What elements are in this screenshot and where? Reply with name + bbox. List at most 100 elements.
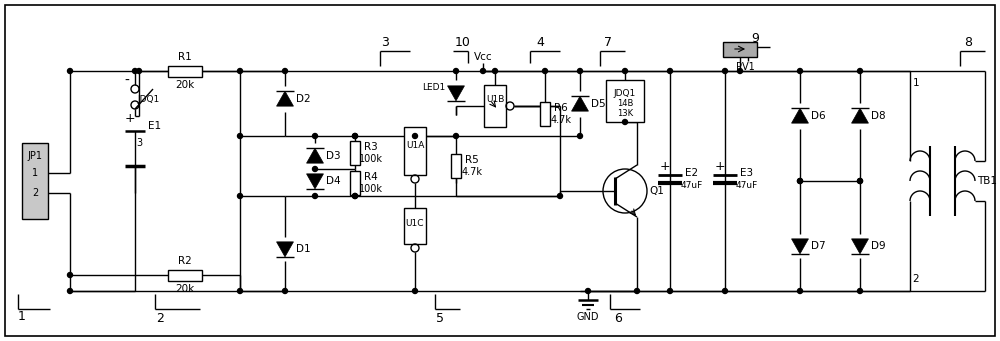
Circle shape xyxy=(858,69,862,74)
Text: R6: R6 xyxy=(554,103,568,113)
Circle shape xyxy=(238,193,242,198)
Bar xyxy=(168,269,202,281)
Text: 20k: 20k xyxy=(175,284,195,294)
Text: D6: D6 xyxy=(811,111,825,121)
Circle shape xyxy=(238,69,242,74)
Text: PV1: PV1 xyxy=(736,62,754,72)
Text: +: + xyxy=(660,161,670,174)
Text: 4: 4 xyxy=(536,36,544,49)
Text: 1: 1 xyxy=(32,168,38,178)
Circle shape xyxy=(635,288,640,294)
Text: 7: 7 xyxy=(604,36,612,49)
Bar xyxy=(540,102,550,126)
Polygon shape xyxy=(852,108,868,123)
Text: 2: 2 xyxy=(913,274,919,284)
Text: +: + xyxy=(715,161,725,174)
Text: 10: 10 xyxy=(455,36,471,49)
Circle shape xyxy=(238,133,242,138)
Circle shape xyxy=(722,69,728,74)
Text: D5: D5 xyxy=(591,99,605,109)
Text: D9: D9 xyxy=(871,241,885,251)
Circle shape xyxy=(668,69,672,74)
Text: U1A: U1A xyxy=(406,142,424,150)
Text: D1: D1 xyxy=(296,244,310,254)
Circle shape xyxy=(312,166,318,172)
Text: R2: R2 xyxy=(178,256,192,266)
Text: 9: 9 xyxy=(751,32,759,45)
Text: D2: D2 xyxy=(296,94,310,104)
Text: 5: 5 xyxy=(436,311,444,325)
Polygon shape xyxy=(307,148,323,163)
Circle shape xyxy=(622,119,628,124)
Text: D8: D8 xyxy=(871,111,885,121)
Text: 47uF: 47uF xyxy=(681,181,703,191)
Circle shape xyxy=(738,69,742,74)
Text: 4.7k: 4.7k xyxy=(550,115,572,125)
Circle shape xyxy=(622,69,628,74)
Circle shape xyxy=(238,288,242,294)
Text: R5: R5 xyxy=(465,155,479,165)
Circle shape xyxy=(858,178,862,183)
Text: U1C: U1C xyxy=(406,220,424,228)
Text: 2: 2 xyxy=(32,188,38,198)
Circle shape xyxy=(858,288,862,294)
Circle shape xyxy=(283,69,288,74)
Text: E3: E3 xyxy=(740,168,754,178)
Circle shape xyxy=(722,288,728,294)
Circle shape xyxy=(413,133,418,138)
Text: 14B: 14B xyxy=(617,99,633,107)
Text: 20k: 20k xyxy=(175,80,195,90)
Text: 6: 6 xyxy=(614,311,622,325)
Text: 2: 2 xyxy=(156,311,164,325)
Circle shape xyxy=(68,69,72,74)
Text: R1: R1 xyxy=(178,52,192,62)
Circle shape xyxy=(798,288,802,294)
Circle shape xyxy=(136,69,142,74)
Text: E1: E1 xyxy=(148,121,162,131)
Text: JDQ1: JDQ1 xyxy=(614,89,636,98)
Bar xyxy=(168,65,202,76)
Text: 3: 3 xyxy=(381,36,389,49)
Text: D4: D4 xyxy=(326,176,340,186)
Text: JDQ1: JDQ1 xyxy=(138,94,160,104)
Circle shape xyxy=(283,288,288,294)
Bar xyxy=(350,141,360,165)
Text: 100k: 100k xyxy=(359,184,383,194)
Circle shape xyxy=(542,69,548,74)
Bar xyxy=(723,42,757,57)
Polygon shape xyxy=(792,239,808,254)
Text: E2: E2 xyxy=(685,168,699,178)
Polygon shape xyxy=(572,96,588,111)
Text: D3: D3 xyxy=(326,151,340,161)
Polygon shape xyxy=(307,174,323,189)
Text: U1B: U1B xyxy=(486,95,504,104)
Text: 13K: 13K xyxy=(617,108,633,118)
Polygon shape xyxy=(277,242,293,257)
Bar xyxy=(404,208,426,244)
Circle shape xyxy=(68,272,72,278)
Circle shape xyxy=(413,288,418,294)
Circle shape xyxy=(132,69,138,74)
Circle shape xyxy=(858,178,862,183)
Circle shape xyxy=(312,193,318,198)
Text: LED1: LED1 xyxy=(422,84,446,92)
Text: 100k: 100k xyxy=(359,154,383,164)
Text: JP1: JP1 xyxy=(28,151,42,161)
Circle shape xyxy=(312,133,318,138)
Circle shape xyxy=(352,193,358,198)
Circle shape xyxy=(668,288,672,294)
Circle shape xyxy=(492,69,498,74)
Circle shape xyxy=(454,133,458,138)
Text: D7: D7 xyxy=(811,241,825,251)
Text: Q1: Q1 xyxy=(650,186,664,196)
Circle shape xyxy=(798,178,802,183)
Text: R4: R4 xyxy=(364,172,378,182)
Text: 1: 1 xyxy=(913,78,919,88)
Text: Vcc: Vcc xyxy=(474,52,492,62)
Bar xyxy=(350,171,360,195)
Text: 1: 1 xyxy=(18,311,26,324)
Polygon shape xyxy=(277,91,293,106)
Text: 8: 8 xyxy=(964,36,972,49)
Circle shape xyxy=(352,193,358,198)
Text: GND: GND xyxy=(577,312,599,322)
